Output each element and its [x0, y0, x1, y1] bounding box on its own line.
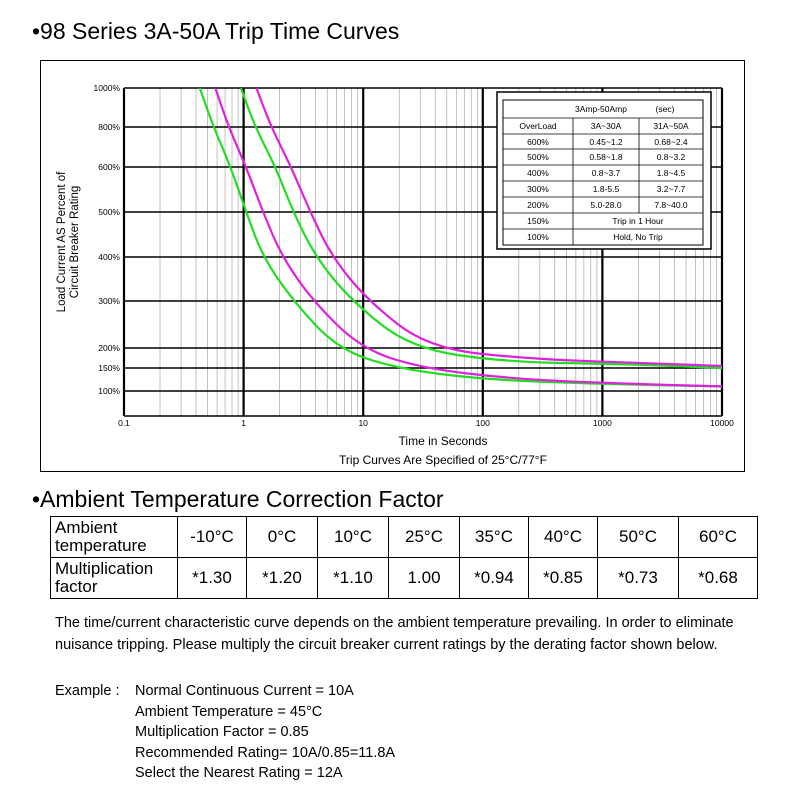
trip-curve [198, 87, 723, 388]
y-axis-label: Circuit Breaker Rating [69, 186, 81, 298]
x-tick-label: 10000 [710, 418, 734, 428]
inset-table-unit: (sec) [656, 104, 675, 114]
inset-table-cell: 0.8~3.2 [657, 152, 686, 162]
chart-title: •98 Series 3A-50A Trip Time Curves [32, 18, 400, 44]
example-line: Ambient Temperature = 45°C [135, 703, 323, 720]
x-tick-label: 10 [358, 418, 368, 428]
inset-table-cell: 0.8~3.7 [592, 168, 621, 178]
inset-table-cell: 0.68~2.4 [654, 137, 688, 147]
inset-table-cell: 1.8~4.5 [657, 168, 686, 178]
factor-cell: *1.30 [177, 557, 247, 599]
factor-cell: *0.85 [528, 557, 598, 599]
example-line: Recommended Rating= 10A/0.85=11.8A [135, 744, 396, 761]
inset-table-inner [502, 99, 704, 246]
example-line: Normal Continuous Current = 10A [135, 683, 354, 699]
y-tick-label: 100% [98, 386, 120, 396]
x-tick-label: 1 [241, 418, 246, 428]
x-axis-label: Time in Seconds [399, 434, 488, 448]
y-tick-label: 500% [98, 207, 120, 217]
temperature-cell: 50°C [597, 516, 679, 558]
y-tick-label: 150% [98, 363, 120, 373]
y-tick-label: 300% [98, 296, 120, 306]
row-header-line: Multiplication [55, 559, 154, 578]
inset-table-cell: 5.0-28.0 [590, 200, 621, 210]
factor-cell: *0.68 [678, 557, 758, 599]
row-header-line: Ambient [55, 518, 118, 537]
y-tick-label: 1000% [94, 83, 121, 93]
temperature-cell: 0°C [246, 516, 318, 558]
inset-table-cell: 150% [527, 216, 549, 226]
inset-table-cell: 7.8~40.0 [654, 200, 688, 210]
factor-cell: 1.00 [388, 557, 460, 599]
trip-curve [255, 87, 723, 368]
x-tick-label: 100 [476, 418, 490, 428]
x-tick-label: 1000 [593, 418, 612, 428]
row-header-line: temperature [55, 536, 147, 555]
section-title-temperature: •Ambient Temperature Correction Factor [32, 486, 444, 512]
example-label: Example : [55, 683, 120, 699]
inset-table-cell: 0.45~1.2 [589, 137, 623, 147]
temperature-correction-table: Ambient temperature -10°C 0°C 10°C 25°C 35°C… [50, 516, 758, 599]
x-tick-label: 0.1 [118, 418, 130, 428]
table-row-factor: Multiplication factor *1.30 *1.20 *1.10 1.0… [50, 557, 758, 599]
temperature-cell: 35°C [459, 516, 529, 558]
y-tick-label: 200% [98, 343, 120, 353]
factor-cell: *1.10 [317, 557, 389, 599]
factor-cell: *1.20 [246, 557, 318, 599]
y-tick-label: 600% [98, 162, 120, 172]
example-line: Multiplication Factor = 0.85 [135, 724, 309, 740]
y-tick-label: 800% [98, 122, 120, 132]
derating-note: The time/current characteristic curve de… [55, 615, 734, 653]
row-header-line: factor [55, 577, 98, 596]
temperature-cell: 10°C [317, 516, 389, 558]
inset-table-cell: 500% [527, 152, 549, 162]
inset-table-cell: 1.8-5.5 [593, 184, 620, 194]
chart-frame: 100% 150% 200% 300% 400% 500% 600% 800% 1000% 0.1… [40, 60, 745, 472]
inset-table-header: 31A~50A [653, 121, 689, 131]
trip-curve [239, 87, 723, 370]
temperature-cell: 40°C [528, 516, 598, 558]
inset-table-cell: Hold, No Trip [613, 232, 663, 242]
factor-cell: *0.73 [597, 557, 679, 599]
example-line: Select the Nearest Rating = 12A [135, 765, 343, 781]
y-tick-label: 400% [98, 252, 120, 262]
inset-table-title: 3Amp-50Amp [575, 104, 627, 114]
inset-table-cell: 600% [527, 137, 549, 147]
row-header-temperature: Ambient temperature [50, 516, 178, 558]
inset-table-cell: 300% [527, 184, 549, 194]
row-header-factor: Multiplication factor [50, 557, 178, 599]
inset-table-cell: 0.58~1.8 [589, 152, 623, 162]
inset-table-cell: 400% [527, 168, 549, 178]
inset-table-header: OverLoad [519, 121, 557, 131]
temperature-cell: 60°C [678, 516, 758, 558]
inset-table-cell: 200% [527, 200, 549, 210]
factor-cell: *0.94 [459, 557, 529, 599]
y-axis-label: Load Current AS Percent of [56, 171, 68, 312]
inset-table-cell: 3.2~7.7 [657, 184, 686, 194]
chart-caption: Trip Curves Are Specified of 25°C/77°F [339, 453, 547, 467]
table-row-temperature: Ambient temperature -10°C 0°C 10°C 25°C 35°C… [50, 516, 758, 558]
temperature-cell: 25°C [388, 516, 460, 558]
trip-curve [214, 87, 723, 388]
inset-table-cell: Trip in 1 Hour [612, 216, 663, 226]
trip-curve-chart: 100% 150% 200% 300% 400% 500% 600% 800% 1000% 0.1… [56, 83, 734, 467]
inset-table-header: 3A~30A [591, 121, 622, 131]
inset-table-cell: 100% [527, 232, 549, 242]
temperature-cell: -10°C [177, 516, 247, 558]
